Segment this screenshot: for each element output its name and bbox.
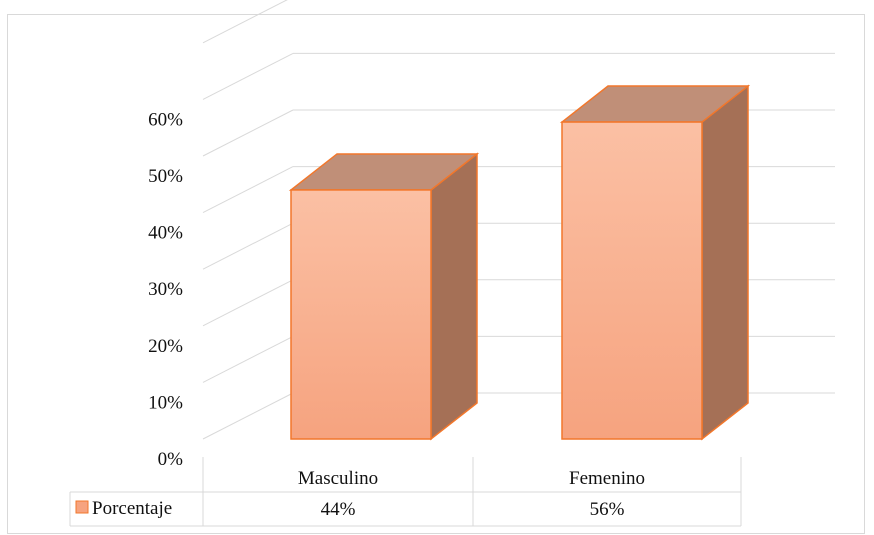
chart-frame (7, 14, 865, 534)
y-axis-ticks: 0% 10% 20% 30% 40% 50% 60% (148, 109, 183, 470)
legend-series-name: Porcentaje (92, 498, 172, 519)
y-tick-label: 40% (148, 223, 183, 244)
gridline-side (202, 109, 294, 157)
y-tick-label: 0% (158, 449, 184, 470)
y-tick-label: 10% (148, 392, 183, 413)
y-tick-label: 50% (148, 166, 183, 187)
data-value-label: 44% (321, 499, 356, 520)
gridline-side (202, 279, 294, 327)
y-tick-label: 20% (148, 336, 183, 357)
bar-front-face (290, 189, 432, 440)
y-tick-label: 60% (148, 109, 183, 130)
bar-femenino (559, 84, 751, 441)
x-category-label: Femenino (569, 468, 645, 489)
gridline-side (202, 52, 294, 100)
gridline-side (202, 166, 294, 214)
legend-key (75, 500, 89, 514)
bar-side-face (701, 84, 749, 441)
gridline-side (202, 335, 294, 383)
x-category-label: Masculino (298, 468, 378, 489)
gridline-side (202, 392, 294, 440)
y-tick-label: 30% (148, 279, 183, 300)
gridline-side (202, 222, 294, 270)
data-value-label: 56% (590, 499, 625, 520)
gridline-side (202, 0, 288, 44)
data-table: Masculino Femenino Porcentaje 44% 56% (69, 457, 742, 527)
bars (288, 84, 751, 441)
bar-masculino (288, 152, 480, 441)
bar-side-face (430, 152, 478, 441)
bar-front-face (561, 121, 703, 440)
